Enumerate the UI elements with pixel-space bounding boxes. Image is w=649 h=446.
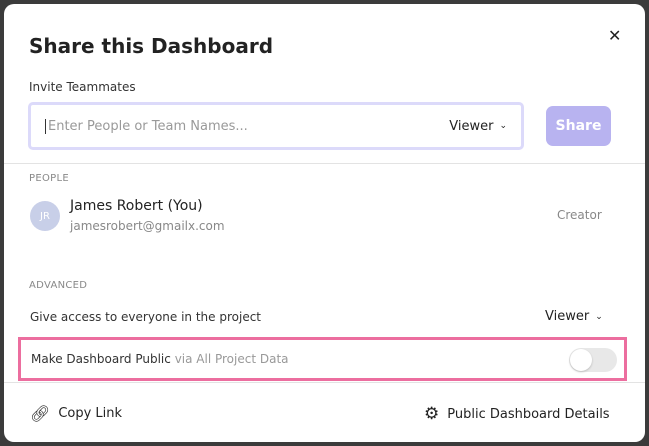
invite-input[interactable] (45, 118, 450, 134)
public-toggle[interactable] (569, 348, 617, 372)
people-heading: PEOPLE (29, 173, 69, 184)
public-label: Make Dashboard Public via All Project Da… (31, 352, 289, 366)
avatar: JR (30, 201, 60, 231)
person-name: James Robert (You) (70, 198, 203, 214)
advanced-heading: ADVANCED (29, 280, 88, 291)
invite-label: Invite Teammates (29, 80, 136, 94)
public-label-main: Make Dashboard Public (31, 352, 171, 366)
close-icon[interactable]: ✕ (608, 26, 622, 45)
divider (4, 382, 645, 383)
details-label: Public Dashboard Details (447, 406, 610, 422)
public-label-sub: via All Project Data (174, 352, 289, 366)
share-button[interactable]: Share (546, 106, 611, 146)
copy-link-button[interactable]: 🔗︎ Copy Link (30, 404, 122, 423)
gear-icon: ⚙ (424, 404, 440, 424)
invite-role-value: Viewer (449, 118, 494, 134)
share-dialog: Share this Dashboard ✕ Invite Teammates … (4, 4, 645, 442)
project-access-role-value: Viewer (545, 309, 590, 324)
link-icon: 🔗︎ (30, 404, 51, 423)
chevron-down-icon: ⌄ (595, 311, 603, 322)
person-email: jamesrobert@gmailx.com (70, 219, 225, 233)
project-access-role-select[interactable]: Viewer ⌄ (545, 309, 603, 324)
invite-field: Viewer ⌄ (28, 102, 524, 150)
project-access-label: Give access to everyone in the project (30, 310, 261, 324)
person-role: Creator (557, 208, 602, 222)
public-dashboard-row: Make Dashboard Public via All Project Da… (18, 337, 627, 381)
dialog-title: Share this Dashboard (29, 34, 274, 58)
chevron-down-icon: ⌄ (499, 121, 507, 131)
public-dashboard-details-button[interactable]: ⚙ Public Dashboard Details (424, 404, 610, 424)
copy-link-label: Copy Link (58, 406, 123, 421)
divider (4, 163, 645, 164)
invite-role-select[interactable]: Viewer ⌄ (449, 119, 507, 134)
